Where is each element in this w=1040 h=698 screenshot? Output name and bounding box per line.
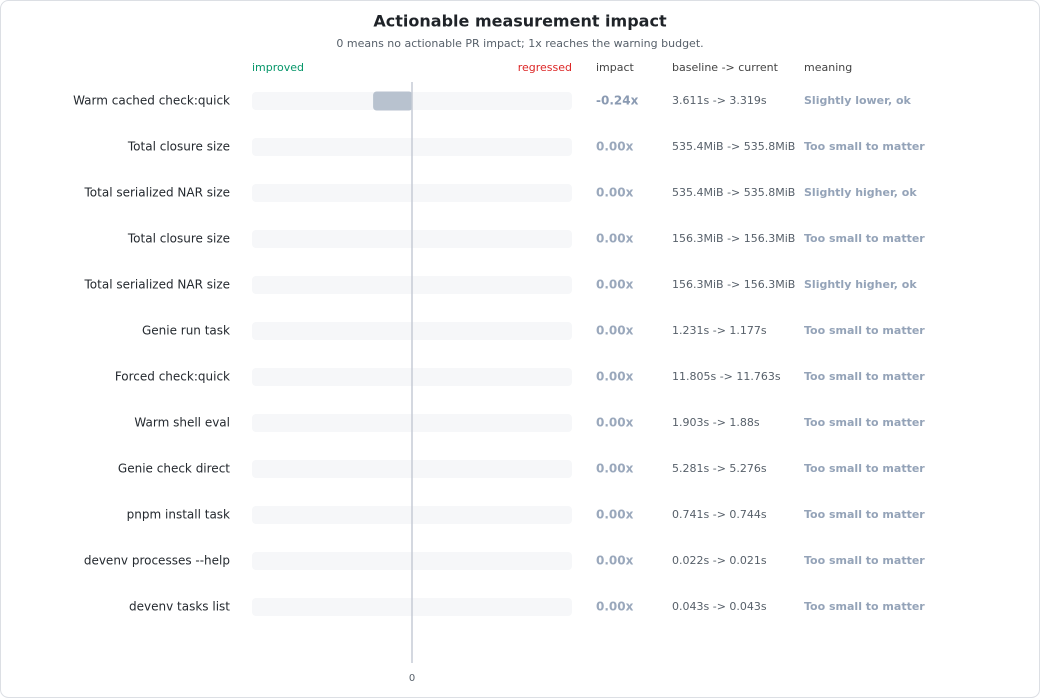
- baseline-current: 156.3MiB -> 156.3MiB: [672, 278, 795, 291]
- column-header: impact: [596, 61, 635, 74]
- x-tick-label: 0: [409, 673, 415, 684]
- meaning: Slightly higher, ok: [804, 186, 917, 199]
- meaning: Slightly lower, ok: [804, 94, 912, 107]
- baseline-current: 11.805s -> 11.763s: [672, 370, 781, 383]
- column-header: baseline -> current: [672, 61, 779, 74]
- value-label: 0.00x: [596, 370, 634, 384]
- value-label: 0.00x: [596, 416, 634, 430]
- value-label: 0.00x: [596, 600, 634, 614]
- value-label: 0.00x: [596, 324, 634, 338]
- meaning: Too small to matter: [804, 600, 925, 613]
- category-label: pnpm install task: [127, 508, 230, 522]
- column-header: meaning: [804, 61, 852, 74]
- category-label: Total closure size: [127, 232, 230, 246]
- value-label: 0.00x: [596, 508, 634, 522]
- baseline-current: 535.4MiB -> 535.8MiB: [672, 140, 795, 153]
- category-label: Warm shell eval: [134, 416, 230, 430]
- baseline-current: 0.022s -> 0.021s: [672, 554, 767, 567]
- category-label: Total serialized NAR size: [84, 278, 230, 292]
- value-label: 0.00x: [596, 232, 634, 246]
- value-label: 0.00x: [596, 278, 634, 292]
- category-label: Total closure size: [127, 140, 230, 154]
- value-label: 0.00x: [596, 554, 634, 568]
- category-label: Warm cached check:quick: [73, 94, 230, 108]
- category-label: Genie check direct: [118, 462, 230, 476]
- meaning: Too small to matter: [804, 324, 925, 337]
- right-label: regressed: [518, 61, 572, 74]
- category-label: devenv tasks list: [129, 600, 230, 614]
- value-label: 0.00x: [596, 140, 634, 154]
- chart-subtitle: 0 means no actionable PR impact; 1x reac…: [336, 37, 703, 50]
- meaning: Slightly higher, ok: [804, 278, 917, 291]
- baseline-current: 1.231s -> 1.177s: [672, 324, 767, 337]
- category-label: Forced check:quick: [115, 370, 230, 384]
- baseline-current: 5.281s -> 5.276s: [672, 462, 767, 475]
- meaning: Too small to matter: [804, 370, 925, 383]
- meaning: Too small to matter: [804, 232, 925, 245]
- value-label: 0.00x: [596, 186, 634, 200]
- baseline-current: 156.3MiB -> 156.3MiB: [672, 232, 795, 245]
- baseline-current: 535.4MiB -> 535.8MiB: [672, 186, 795, 199]
- meaning: Too small to matter: [804, 140, 925, 153]
- chart-title: Actionable measurement impact: [373, 12, 667, 31]
- meaning: Too small to matter: [804, 508, 925, 521]
- value-label: -0.24x: [596, 94, 639, 108]
- baseline-current: 0.043s -> 0.043s: [672, 600, 767, 613]
- category-label: Genie run task: [142, 324, 230, 338]
- baseline-current: 0.741s -> 0.744s: [672, 508, 767, 521]
- meaning: Too small to matter: [804, 462, 925, 475]
- category-label: Total serialized NAR size: [84, 186, 230, 200]
- meaning: Too small to matter: [804, 416, 925, 429]
- baseline-current: 3.611s -> 3.319s: [672, 94, 767, 107]
- baseline-current: 1.903s -> 1.88s: [672, 416, 760, 429]
- category-label: devenv processes --help: [84, 554, 230, 568]
- left-label: improved: [252, 61, 304, 74]
- bar: [373, 91, 413, 111]
- value-label: 0.00x: [596, 462, 634, 476]
- meaning: Too small to matter: [804, 554, 925, 567]
